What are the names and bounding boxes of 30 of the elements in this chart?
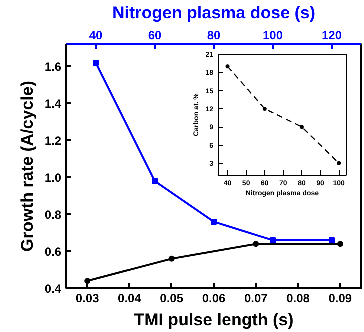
x2-tick-label: 100 [262, 28, 284, 42]
point [262, 106, 267, 111]
point [337, 241, 344, 248]
y-axis-title: Growth rate (A/cycle) [18, 80, 37, 252]
y-tick-label: 1.0 [44, 171, 62, 186]
y-tick-label: 1.6 [44, 60, 62, 74]
x2-tick-label: 120 [322, 28, 342, 42]
x-tick-label: 0.09 [328, 292, 352, 306]
x-tick-label: 0.07 [244, 292, 268, 306]
x2-tick-label: 60 [148, 28, 162, 42]
x-tick-label: 0.08 [286, 292, 310, 306]
x-tick-label: 0.05 [160, 292, 184, 306]
y-tick-label: 1.4 [44, 97, 62, 112]
x2-tick-label: 80 [207, 28, 221, 42]
y-tick-label: 0.4 [44, 282, 62, 296]
x-tick-label: 0.03 [76, 292, 100, 306]
x2-axis-title: Nitrogen plasma dose (s) [112, 4, 316, 22]
x-axis-title: TMI pulse length (s) [134, 310, 294, 330]
point [337, 161, 342, 166]
point [84, 278, 91, 284]
point [168, 256, 175, 262]
x-tick-label: 0.06 [202, 292, 226, 306]
y-tick-label: 0.6 [44, 245, 62, 260]
x2-tick-label: 40 [89, 28, 103, 42]
point [253, 241, 260, 248]
y-tick-label: 1.2 [44, 134, 62, 148]
point [300, 125, 304, 130]
x-tick-label: 0.04 [118, 292, 142, 306]
y-tick-label: 0.8 [44, 208, 62, 222]
point [226, 64, 230, 69]
